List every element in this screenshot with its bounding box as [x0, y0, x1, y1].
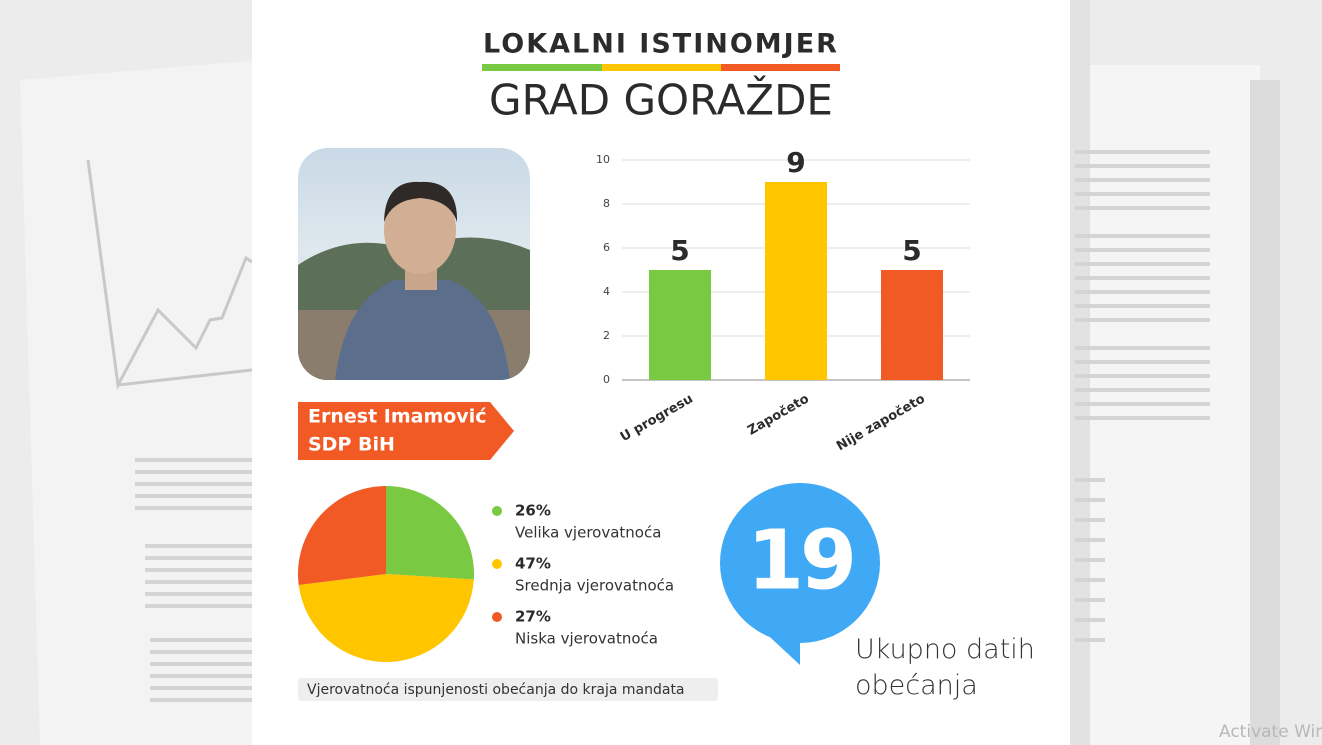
candidate-banner	[298, 402, 514, 460]
total-label: Ukupno datih obećanja	[855, 634, 1035, 701]
legend-dot	[492, 506, 502, 516]
legend-label: Niska vjerovatnoća	[515, 630, 658, 648]
y-tick-label: 8	[603, 197, 610, 210]
y-tick-label: 0	[603, 373, 610, 386]
legend-value: 26%	[515, 502, 551, 520]
candidate-photo	[298, 148, 530, 380]
bar	[881, 270, 943, 380]
value-label: 9	[786, 146, 805, 179]
pie-slice	[298, 486, 386, 586]
total-value: 19	[747, 513, 853, 608]
pie-slice	[298, 574, 474, 662]
bar	[649, 270, 711, 380]
stripe	[721, 64, 840, 71]
value-label: 5	[670, 234, 689, 267]
candidate-name: Ernest Imamović	[308, 406, 486, 428]
value-label: 5	[902, 234, 921, 267]
y-tick-label: 10	[596, 153, 610, 166]
legend-label: Velika vjerovatnoća	[515, 524, 661, 542]
caption-box	[298, 678, 718, 701]
watermark: Activate Windows	[1219, 722, 1322, 742]
bar	[765, 182, 827, 380]
y-tick-label: 4	[603, 285, 610, 298]
legend-label: Srednja vjerovatnoća	[515, 577, 674, 595]
subtitle: GRAD GORAŽDE	[489, 75, 833, 125]
legend-value: 27%	[515, 608, 551, 626]
y-tick-label: 2	[603, 329, 610, 342]
legend-dot	[492, 612, 502, 622]
legend-value: 47%	[515, 555, 551, 573]
legend-dot	[492, 559, 502, 569]
title: LOKALNI ISTINOMJER	[483, 29, 839, 60]
stripe	[602, 64, 721, 71]
pie-caption: Vjerovatnoća ispunjenosti obećanja do kr…	[307, 682, 685, 698]
total-bubble	[720, 483, 880, 665]
background-papers	[20, 0, 1280, 745]
candidate-party: SDP BiH	[308, 434, 395, 456]
pie-slice	[386, 486, 475, 580]
stripe	[482, 64, 602, 71]
y-tick-label: 6	[603, 241, 610, 254]
